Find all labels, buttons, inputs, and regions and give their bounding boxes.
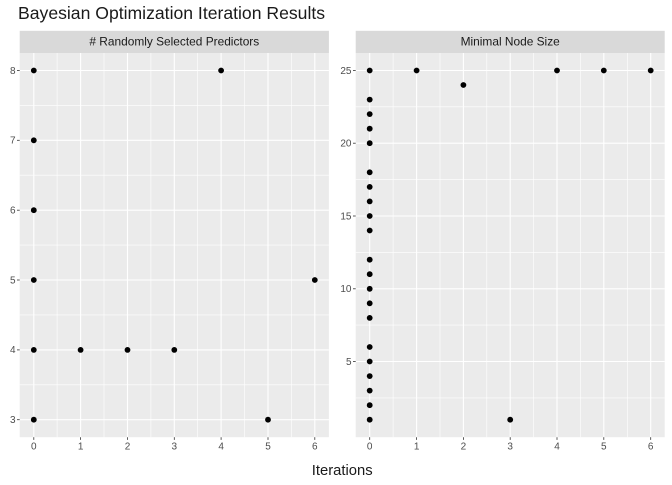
svg-text:15: 15 [340,211,352,222]
svg-text:4: 4 [10,345,16,356]
svg-text:3: 3 [507,442,513,453]
svg-text:8: 8 [10,66,16,77]
svg-text:7: 7 [10,136,16,147]
svg-text:1: 1 [78,442,84,453]
svg-text:20: 20 [340,139,352,150]
svg-text:3: 3 [172,442,178,453]
svg-text:5: 5 [601,442,607,453]
svg-text:4: 4 [218,442,224,453]
svg-text:0: 0 [31,442,37,453]
svg-text:Iterations: Iterations [312,463,373,479]
svg-text:4: 4 [554,442,560,453]
svg-text:2: 2 [461,442,467,453]
svg-text:2: 2 [125,442,131,453]
svg-text:1: 1 [414,442,420,453]
svg-text:5: 5 [10,275,16,286]
svg-text:5: 5 [346,357,352,368]
svg-text:3: 3 [10,415,16,426]
svg-text:Minimal Node Size: Minimal Node Size [461,35,561,49]
svg-text:# Randomly Selected Predictors: # Randomly Selected Predictors [89,35,259,49]
svg-text:6: 6 [10,206,16,217]
svg-text:6: 6 [648,442,654,453]
svg-text:5: 5 [265,442,271,453]
svg-text:6: 6 [312,442,318,453]
svg-text:Bayesian Optimization Iteratio: Bayesian Optimization Iteration Results [18,3,325,23]
svg-text:0: 0 [367,442,373,453]
svg-text:25: 25 [340,66,352,77]
svg-text:10: 10 [340,284,352,295]
